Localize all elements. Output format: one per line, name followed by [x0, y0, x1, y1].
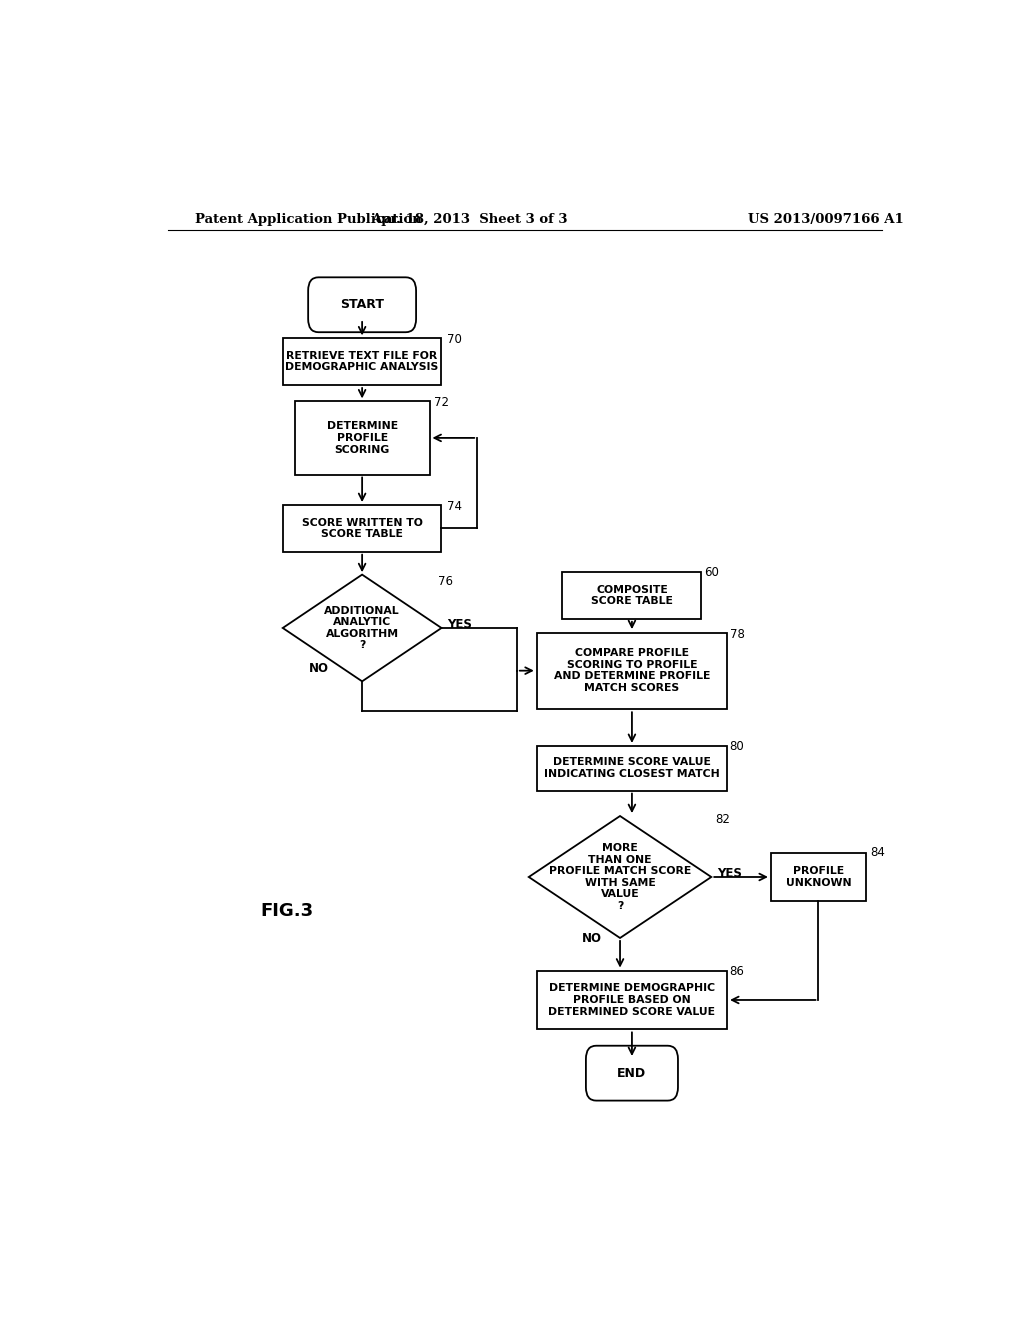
Text: 86: 86 [729, 965, 744, 978]
Text: PROFILE
UNKNOWN: PROFILE UNKNOWN [785, 866, 851, 888]
Text: 84: 84 [870, 846, 885, 859]
Text: NO: NO [582, 932, 602, 945]
FancyBboxPatch shape [562, 572, 701, 619]
Text: DETERMINE
PROFILE
SCORING: DETERMINE PROFILE SCORING [327, 421, 397, 454]
Text: MORE
THAN ONE
PROFILE MATCH SCORE
WITH SAME
VALUE
?: MORE THAN ONE PROFILE MATCH SCORE WITH S… [549, 843, 691, 911]
FancyBboxPatch shape [771, 853, 866, 902]
FancyBboxPatch shape [537, 970, 727, 1030]
Text: ADDITIONAL
ANALYTIC
ALGORITHM
?: ADDITIONAL ANALYTIC ALGORITHM ? [325, 606, 400, 651]
Text: 70: 70 [447, 333, 462, 346]
FancyBboxPatch shape [586, 1045, 678, 1101]
FancyBboxPatch shape [537, 632, 727, 709]
Text: END: END [617, 1067, 646, 1080]
Polygon shape [528, 816, 712, 939]
Text: NO: NO [309, 663, 329, 675]
Text: 60: 60 [705, 565, 719, 578]
Text: 82: 82 [715, 813, 730, 825]
FancyBboxPatch shape [537, 746, 727, 791]
Text: FIG.3: FIG.3 [260, 902, 313, 920]
Text: Apr. 18, 2013  Sheet 3 of 3: Apr. 18, 2013 Sheet 3 of 3 [371, 213, 567, 226]
Text: YES: YES [447, 619, 472, 631]
Text: START: START [340, 298, 384, 312]
Text: DETERMINE SCORE VALUE
INDICATING CLOSEST MATCH: DETERMINE SCORE VALUE INDICATING CLOSEST… [544, 758, 720, 779]
FancyBboxPatch shape [283, 338, 441, 385]
Text: 80: 80 [729, 741, 744, 754]
Text: US 2013/0097166 A1: US 2013/0097166 A1 [749, 213, 904, 226]
Polygon shape [283, 574, 441, 681]
Text: DETERMINE DEMOGRAPHIC
PROFILE BASED ON
DETERMINED SCORE VALUE: DETERMINE DEMOGRAPHIC PROFILE BASED ON D… [549, 983, 716, 1016]
Text: 78: 78 [729, 627, 744, 640]
Text: RETRIEVE TEXT FILE FOR
DEMOGRAPHIC ANALYSIS: RETRIEVE TEXT FILE FOR DEMOGRAPHIC ANALY… [286, 351, 438, 372]
Text: COMPARE PROFILE
SCORING TO PROFILE
AND DETERMINE PROFILE
MATCH SCORES: COMPARE PROFILE SCORING TO PROFILE AND D… [554, 648, 710, 693]
Text: 76: 76 [437, 574, 453, 587]
Text: SCORE WRITTEN TO
SCORE TABLE: SCORE WRITTEN TO SCORE TABLE [302, 517, 423, 539]
Text: 72: 72 [433, 396, 449, 409]
Text: Patent Application Publication: Patent Application Publication [196, 213, 422, 226]
Text: COMPOSITE
SCORE TABLE: COMPOSITE SCORE TABLE [591, 585, 673, 606]
Text: YES: YES [717, 867, 741, 880]
FancyBboxPatch shape [283, 506, 441, 552]
FancyBboxPatch shape [308, 277, 416, 333]
Text: 74: 74 [447, 499, 462, 512]
FancyBboxPatch shape [295, 401, 430, 474]
